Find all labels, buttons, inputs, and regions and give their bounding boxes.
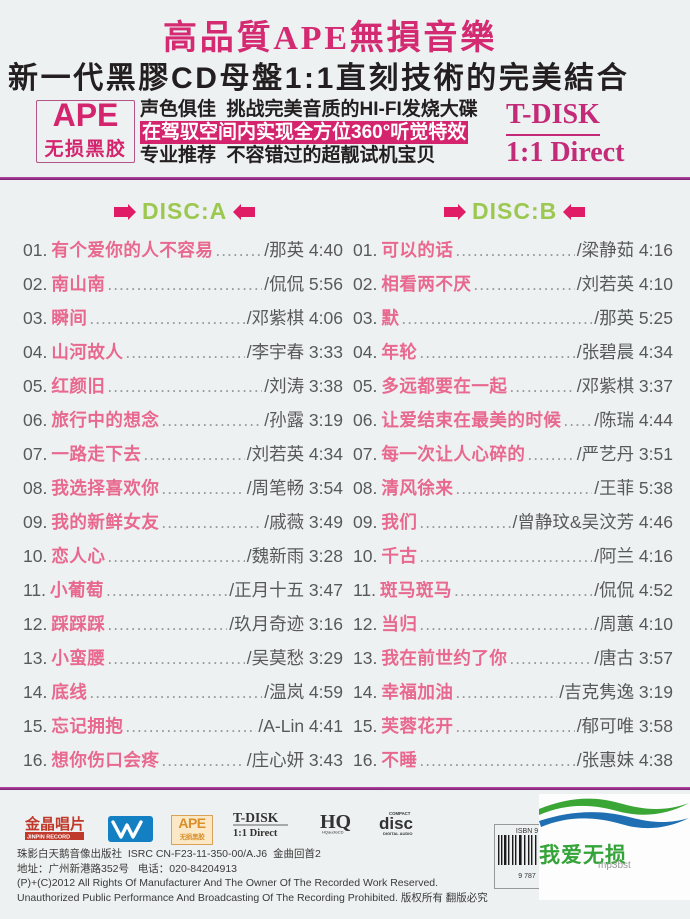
svg-text:JINPIN RECORD: JINPIN RECORD — [27, 835, 70, 841]
svg-text:金晶唱片: 金晶唱片 — [25, 815, 85, 833]
svg-text:DIGITAL AUDIO: DIGITAL AUDIO — [383, 831, 412, 836]
svg-text:T-DISK: T-DISK — [233, 810, 279, 825]
svg-text:HQaudioCD: HQaudioCD — [322, 830, 344, 835]
svg-text:1:1 Direct: 1:1 Direct — [233, 828, 278, 839]
